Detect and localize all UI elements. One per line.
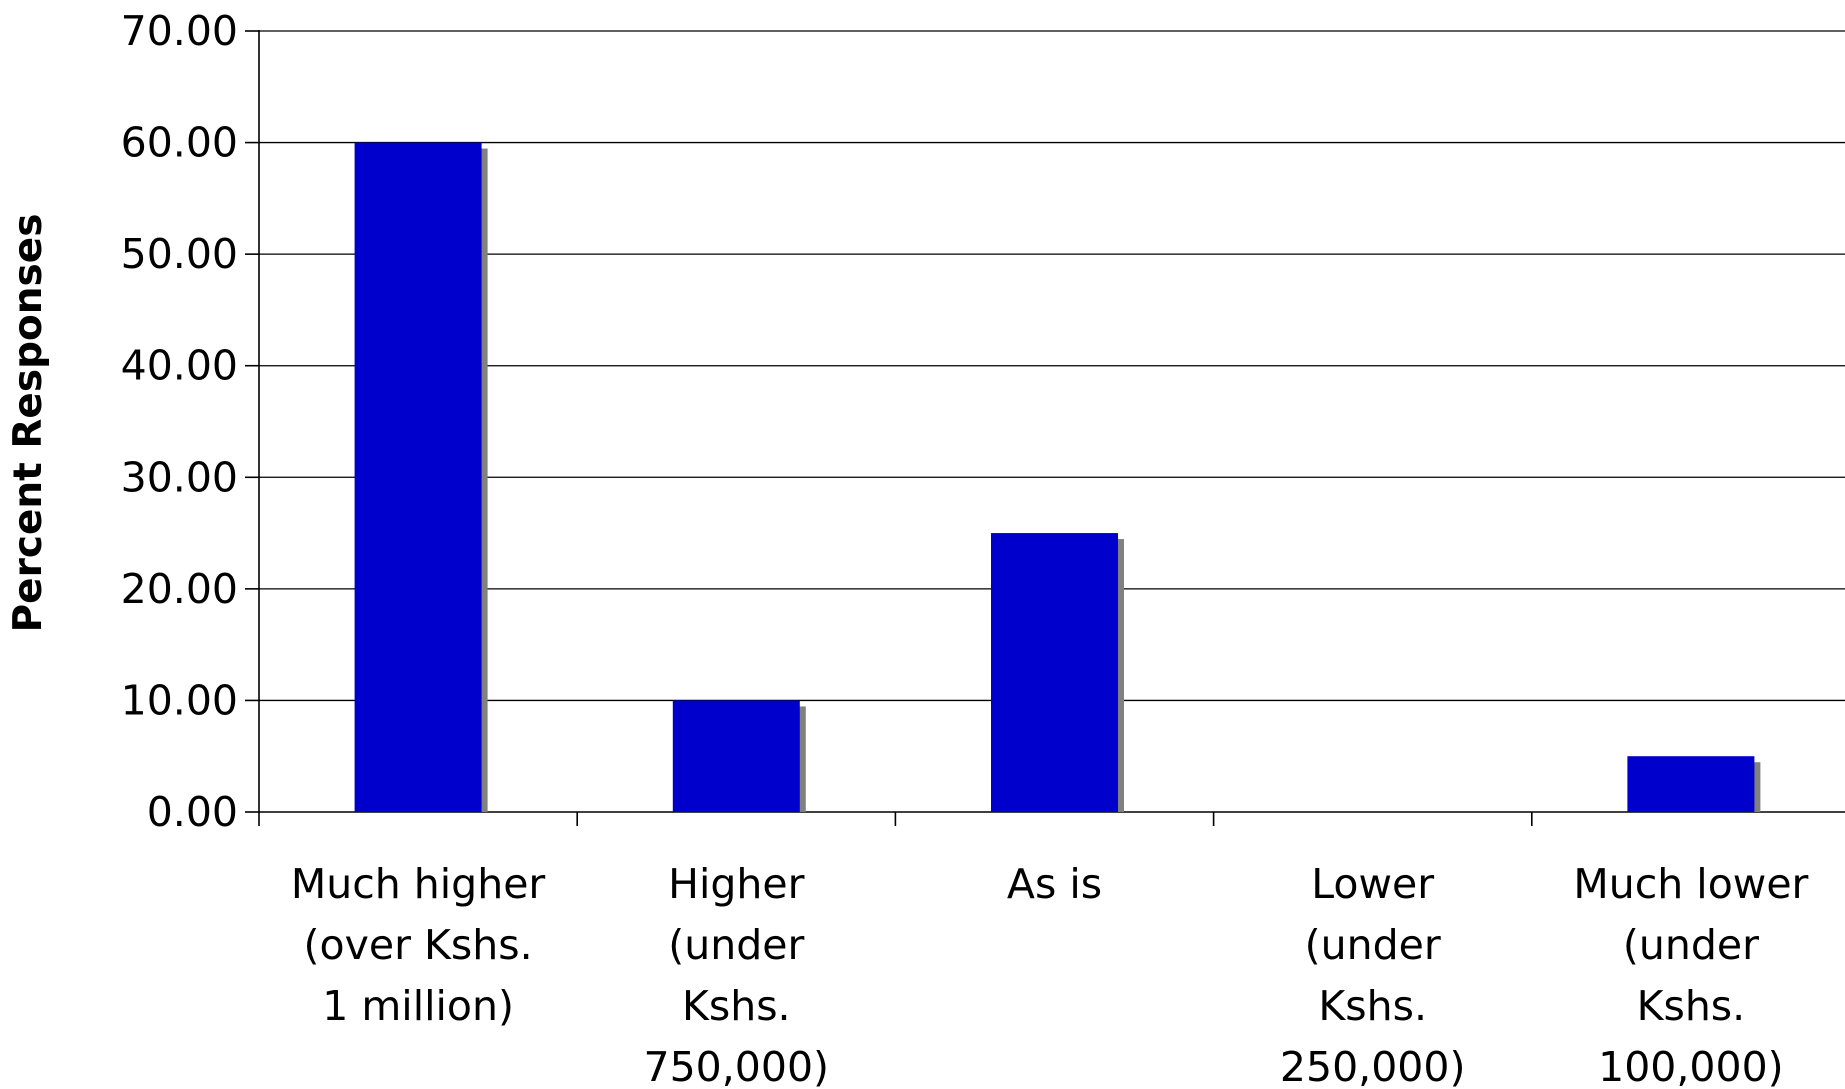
bar: [991, 533, 1118, 812]
x-category-label-line: Much lower: [1573, 860, 1808, 908]
x-category-label-line: 100,000): [1598, 1043, 1784, 1089]
grid-layer: [259, 30, 1845, 702]
x-category-label-line: As is: [1007, 860, 1102, 908]
y-tick-label: 10.00: [121, 676, 238, 724]
x-category-label: Lower (under Kshs. 250,000): [1280, 860, 1466, 1089]
x-category-label: As is: [1007, 860, 1102, 908]
bar: [672, 700, 800, 812]
x-category-label-line: (under: [668, 921, 804, 969]
y-tick-label: 60.00: [121, 119, 238, 167]
x-category-label-line: Much higher: [291, 860, 546, 908]
x-category-label-line: Kshs.: [1318, 982, 1427, 1030]
x-category-labels: Much higher (over Kshs. 1 million) Higher (u…: [291, 860, 1809, 1089]
y-tick-label: 20.00: [121, 565, 238, 613]
x-category-label-line: 250,000): [1280, 1043, 1466, 1089]
y-tick-label: 70.00: [121, 7, 238, 55]
x-category-label-line: (under: [1305, 921, 1441, 969]
x-category-label-line: 1 million): [322, 982, 514, 1030]
x-category-label-line: Kshs.: [1637, 982, 1746, 1030]
y-axis-title: Percent Responses: [6, 214, 51, 633]
x-category-label-line: Higher: [668, 860, 804, 908]
x-category-label-line: 750,000): [644, 1043, 830, 1089]
y-tick-label: 50.00: [121, 230, 238, 278]
bar: [354, 142, 482, 813]
y-tick-labels: 0.00 10.00 20.00 30.00 40.00 50.00 60.00 70.00: [121, 7, 238, 836]
x-category-label-line: Kshs.: [682, 982, 791, 1030]
x-category-label-line: (under: [1623, 921, 1759, 969]
y-tick-label: 0.00: [147, 788, 238, 836]
bar-layer: [354, 142, 1761, 813]
y-tick-label: 40.00: [121, 342, 238, 390]
bar: [1627, 756, 1755, 812]
x-category-label-line: (over Kshs.: [304, 921, 533, 969]
x-category-label: Much higher (over Kshs. 1 million): [291, 860, 546, 1030]
y-tick-label: 30.00: [121, 453, 238, 501]
x-category-label: Higher (under Kshs. 750,000): [644, 860, 830, 1089]
x-category-label: Much lower (under Kshs. 100,000): [1573, 860, 1808, 1089]
x-category-label-line: Lower: [1311, 860, 1434, 908]
